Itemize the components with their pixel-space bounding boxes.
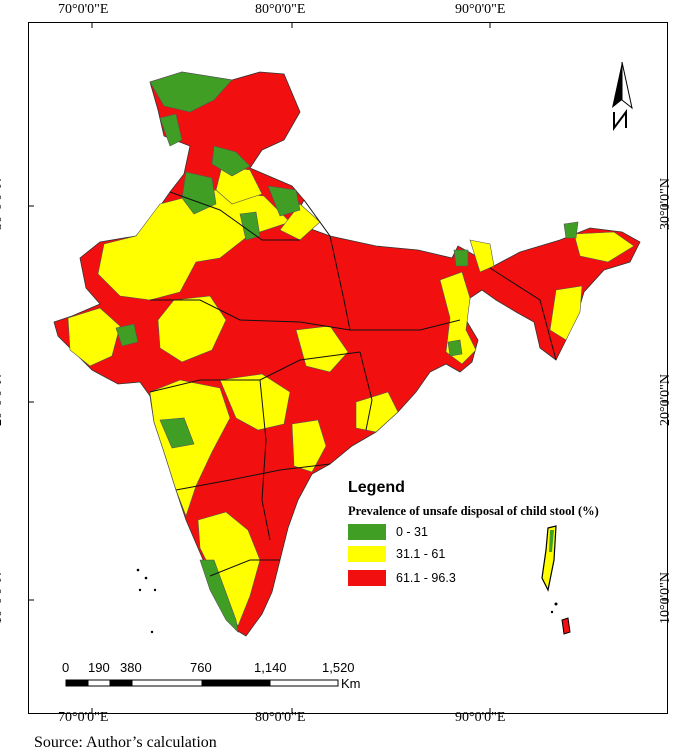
legend-label-low: 0 - 31 [396,525,428,539]
legend-swatch-low [348,524,386,540]
scale-label-190: 190 [88,660,110,675]
state-boundaries [149,191,557,577]
legend-subtitle: Prevalence of unsafe disposal of child s… [348,504,599,518]
lon-label-top-70: 70°0'0"E [58,2,109,17]
legend-swatch-mid [348,546,386,562]
scale-bar [65,679,339,687]
scale-label-380: 380 [120,660,142,675]
lon-label-bottom-70: 70°0'0"E [58,710,109,725]
legend-item-mid: 31.1 - 61 [348,546,445,562]
legend-swatch-high [348,570,386,586]
lon-label-bottom-80: 80°0'0"E [255,710,306,725]
graticule-ticks [28,22,668,714]
class-31-61-regions [67,165,635,627]
class-0-31-regions [115,71,579,633]
map-frame [28,22,668,714]
legend-item-high: 61.1 - 96.3 [348,570,456,586]
scale-unit: Km [341,676,361,691]
island-groups [136,525,571,635]
scale-label-760: 760 [190,660,212,675]
scale-label-1520: 1,520 [322,660,355,675]
scale-label-1140: 1,140 [254,660,287,675]
lon-label-top-90: 90°0'0"E [455,2,506,17]
lon-label-top-80: 80°0'0"E [255,2,306,17]
legend-label-mid: 31.1 - 61 [396,547,446,561]
scale-label-0: 0 [62,660,70,675]
lon-label-bottom-90: 90°0'0"E [455,710,506,725]
legend-item-low: 0 - 31 [348,524,428,540]
legend-title: Legend [348,479,405,496]
legend-label-high: 61.1 - 96.3 [396,571,456,585]
source-note: Source: Author’s calculation [34,734,217,751]
north-arrow [612,61,633,131]
